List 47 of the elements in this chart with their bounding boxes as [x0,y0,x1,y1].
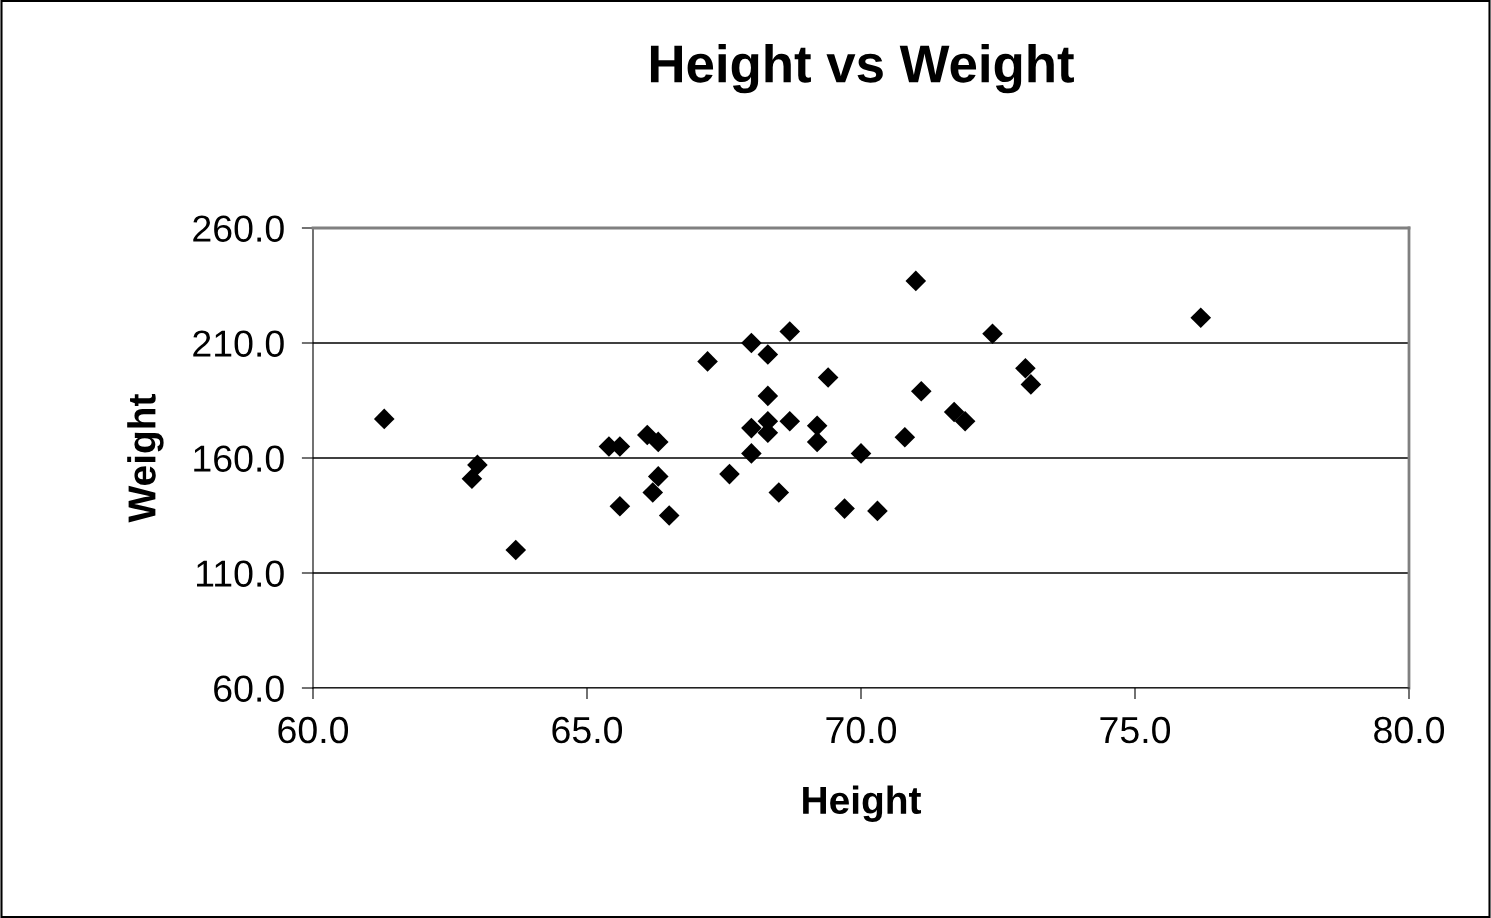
point [757,344,779,365]
point [741,332,762,354]
point [642,482,664,503]
point [834,498,855,519]
point [954,410,976,432]
point [741,443,762,464]
point [609,496,631,517]
point [910,381,932,402]
point [741,417,762,439]
y-tick-label: 160.0 [194,445,284,472]
point [982,323,1003,345]
point [867,500,888,522]
y-tick-label: 260.0 [193,215,284,242]
point [1015,358,1036,379]
point [658,505,680,526]
point [461,468,483,489]
y-axis-title: Weight [127,394,164,523]
point [806,415,828,437]
point [768,482,790,503]
point [757,385,779,407]
point [943,401,965,423]
y-tick-label: 210.0 [193,330,284,357]
point [1190,307,1212,328]
point [467,454,488,476]
point [850,443,872,464]
point [806,431,828,453]
point [1020,374,1042,395]
point [894,427,916,448]
x-tick-label: 70.0 [826,716,897,744]
x-tick-label: 65.0 [552,716,623,744]
x-tick-label: 80.0 [1374,716,1445,744]
point [647,431,669,453]
point [505,539,527,561]
x-tick-label: 60.0 [278,716,349,744]
chart-title: Height vs Weight [650,43,1074,94]
x-tick-label: 75.0 [1100,716,1171,744]
y-tick-label: 60.0 [214,675,284,702]
point [905,270,927,292]
point [373,408,395,430]
point [697,351,718,372]
point [647,466,669,487]
point [779,410,801,432]
x-axis-title: Height [803,785,922,822]
point [817,367,839,388]
y-tick-label: 110.0 [197,560,284,587]
point [719,463,740,485]
point [779,321,801,342]
